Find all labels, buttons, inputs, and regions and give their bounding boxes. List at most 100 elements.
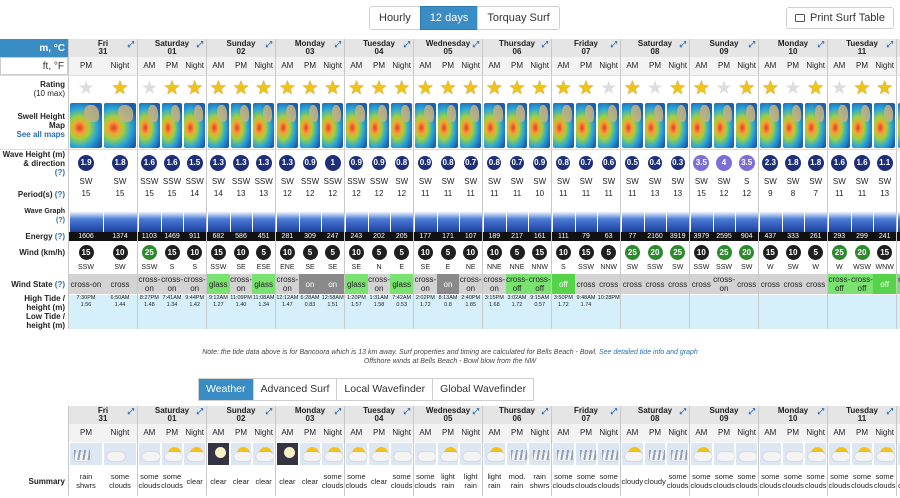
wave-height-cell: 1.3	[276, 150, 299, 176]
swell-map-thumbnail[interactable]	[139, 103, 160, 148]
tide-cell	[851, 295, 874, 329]
subtab-3[interactable]: Global Wavefinder	[432, 378, 535, 401]
expand-icon[interactable]: ⤢	[610, 407, 617, 416]
expand-icon[interactable]: ⤢	[817, 40, 824, 49]
swell-map-thumbnail[interactable]	[760, 103, 781, 148]
expand-icon[interactable]: ⤢	[610, 40, 617, 49]
swell-map-thumbnail[interactable]	[782, 103, 804, 148]
swell-map-thumbnail[interactable]	[736, 103, 758, 148]
wind-state-cell: cross	[804, 274, 828, 294]
wind-arrow-icon: 10	[463, 245, 479, 260]
expand-icon[interactable]: ⤢	[196, 407, 203, 416]
swell-map-thumbnail[interactable]	[622, 103, 643, 148]
expand-icon[interactable]: ⤢	[127, 407, 134, 416]
swell-map-thumbnail[interactable]	[598, 103, 620, 148]
expand-icon[interactable]: ⤢	[472, 40, 479, 49]
tide-height: 1.58	[373, 302, 385, 308]
print-surf-table-button[interactable]: Print Surf Table	[785, 7, 894, 29]
swell-map-thumbnail[interactable]	[368, 103, 390, 148]
day-col: 3.5 4 3.5	[689, 150, 758, 176]
swell-map-thumbnail[interactable]	[104, 103, 136, 148]
expand-icon[interactable]: ⤢	[541, 407, 548, 416]
expand-icon[interactable]: ⤢	[403, 407, 410, 416]
wind-cell: 10	[345, 241, 368, 263]
swell-map-thumbnail[interactable]	[713, 103, 735, 148]
wave-graph-bar	[229, 200, 253, 232]
swell-map-thumbnail[interactable]	[299, 103, 321, 148]
swell-direction-text: SW	[855, 177, 869, 186]
swell-map-thumbnail[interactable]	[644, 103, 666, 148]
star-icon: ★	[715, 78, 733, 99]
expand-icon[interactable]: ⤢	[334, 40, 341, 49]
subtab-2[interactable]: Local Wavefinder	[336, 378, 434, 401]
swell-map-thumbnail[interactable]	[70, 103, 102, 148]
weather-summary: some clouds	[666, 472, 689, 490]
swell-map-thumbnail[interactable]	[575, 103, 597, 148]
weather-sun-icon	[851, 443, 873, 465]
expand-icon[interactable]: ⤢	[817, 407, 824, 416]
period-pm: PM	[781, 424, 805, 442]
swell-map-thumbnail[interactable]	[529, 103, 551, 148]
expand-icon[interactable]: ⤢	[886, 40, 893, 49]
expand-icon[interactable]: ⤢	[334, 407, 341, 416]
expand-icon[interactable]: ⤢	[403, 40, 410, 49]
swell-map-thumbnail[interactable]	[553, 103, 574, 148]
swell-direction-text: SW	[625, 177, 639, 186]
swell-map-thumbnail[interactable]	[184, 103, 206, 148]
swell-map-thumbnail[interactable]	[391, 103, 413, 148]
swell-map-thumbnail[interactable]	[322, 103, 344, 148]
swell-map-thumbnail[interactable]	[161, 103, 183, 148]
weather-summary: mod. rain	[508, 472, 526, 490]
expand-icon[interactable]: ⤢	[886, 407, 893, 416]
swell-map-thumbnail[interactable]	[851, 103, 873, 148]
cloud-icon	[854, 452, 873, 461]
swell-map-thumbnail[interactable]	[277, 103, 298, 148]
see-all-maps-link[interactable]: See all maps	[16, 130, 65, 139]
tab-1[interactable]: 12 days	[419, 6, 479, 30]
swell-map-thumbnail[interactable]	[506, 103, 528, 148]
swell-map-thumbnail[interactable]	[460, 103, 482, 148]
expand-icon[interactable]: ⤢	[679, 407, 686, 416]
tide-cell: 8:13AM 0.8	[437, 295, 460, 329]
swell-map-thumbnail[interactable]	[230, 103, 252, 148]
swell-direction-text: SW	[671, 177, 685, 186]
swell-map-thumbnail[interactable]	[484, 103, 505, 148]
period-night: Night	[873, 57, 897, 75]
swell-direction-text: SSW	[300, 177, 320, 186]
expand-icon[interactable]: ⤢	[265, 40, 272, 49]
expand-icon[interactable]: ⤢	[541, 40, 548, 49]
expand-icon[interactable]: ⤢	[748, 407, 755, 416]
swell-map-thumbnail[interactable]	[346, 103, 367, 148]
swell-map-thumbnail[interactable]	[415, 103, 436, 148]
expand-icon[interactable]: ⤢	[265, 407, 272, 416]
swell-map-thumbnail[interactable]	[874, 103, 896, 148]
rating-cell: ★	[345, 76, 368, 102]
expand-icon[interactable]: ⤢	[472, 407, 479, 416]
expand-icon[interactable]: ⤢	[748, 40, 755, 49]
day-col: AM PM Night	[551, 57, 621, 75]
wind-cell: 15	[575, 241, 598, 263]
subtab-0[interactable]: Weather	[198, 378, 254, 401]
star-icon: ★	[324, 78, 342, 99]
day-col: SSW SSW SW	[344, 176, 413, 188]
expand-icon[interactable]: ⤢	[196, 40, 203, 49]
swell-map-thumbnail[interactable]	[691, 103, 712, 148]
period-pm: PM	[505, 57, 529, 75]
unit-metric[interactable]: m, °C	[0, 39, 68, 57]
swell-map-thumbnail[interactable]	[667, 103, 689, 148]
swell-map-thumbnail[interactable]	[805, 103, 827, 148]
expand-icon[interactable]: ⤢	[127, 40, 134, 49]
tab-0[interactable]: Hourly	[369, 6, 421, 30]
day-col: cross cross cross	[758, 273, 828, 295]
subtab-1[interactable]: Advanced Surf	[252, 378, 338, 401]
tab-2[interactable]: Torquay Surf	[477, 6, 560, 30]
weather-summary: some clouds	[414, 472, 437, 490]
swell-map-thumbnail[interactable]	[829, 103, 850, 148]
tide-info-link[interactable]: See detailed tide info and graph	[598, 349, 698, 356]
expand-icon[interactable]: ⤢	[679, 40, 686, 49]
swell-map-thumbnail[interactable]	[208, 103, 229, 148]
unit-imperial[interactable]: ft, °F	[0, 57, 68, 75]
swell-map-thumbnail[interactable]	[437, 103, 459, 148]
swell-map-thumbnail[interactable]	[898, 103, 900, 148]
swell-map-thumbnail[interactable]	[253, 103, 275, 148]
